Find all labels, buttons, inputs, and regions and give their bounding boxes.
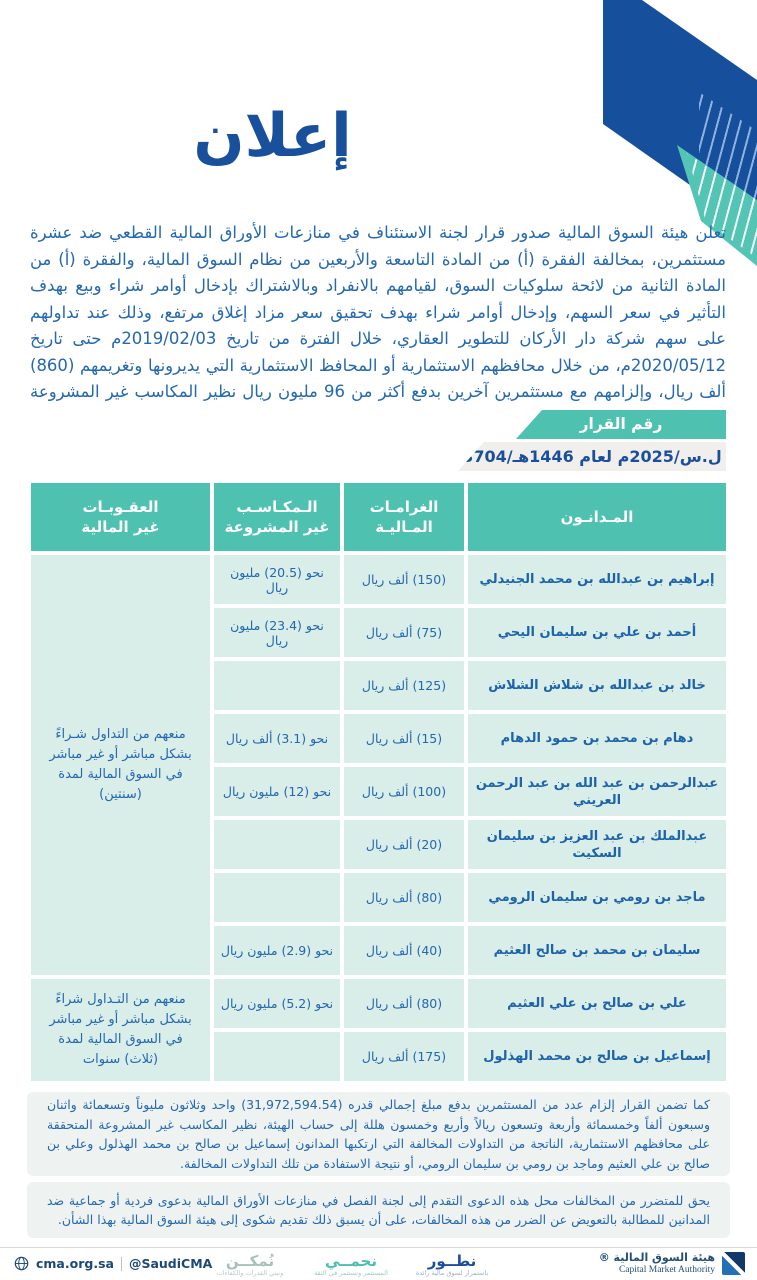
sanctions-table: المـدانـون الغرامـات المـاليـة الـمكـاسـ… — [31, 483, 726, 1081]
table-row-gain — [214, 820, 340, 869]
note-claims-right: يحق للمتضرر من المخالفات محل هذه الدعوى … — [27, 1182, 730, 1238]
table-row-name: عبدالملك بن عبد العزيز بن سليمان السكيت — [468, 820, 726, 869]
cma-logo-icon — [722, 1252, 745, 1275]
table-row-fine: (175) ألف ريال — [344, 1032, 464, 1081]
cma-name-english: Capital Market Authority — [618, 1265, 715, 1275]
table-row-gain — [214, 661, 340, 710]
table-row-name: علي بن صالح بن علي العثيم — [468, 979, 726, 1028]
table-row-fine: (125) ألف ريال — [344, 661, 464, 710]
table-row-fine: (15) ألف ريال — [344, 714, 464, 763]
cma-org-names: هيئة السوق المالية ® Capital Market Auth… — [599, 1251, 715, 1276]
table-row-name: سليمان بن محمد بن صالح العثيم — [468, 926, 726, 975]
globe-icon — [14, 1256, 29, 1271]
table-row-fine: (40) ألف ريال — [344, 926, 464, 975]
table-row-fine: (100) ألف ريال — [344, 767, 464, 816]
table-row-name: ماجد بن رومي بن سليمان الرومي — [468, 873, 726, 922]
table-row-gain — [214, 1032, 340, 1081]
table-row-gain: نحو (23.4) مليون ريال — [214, 608, 340, 657]
table-row-fine: (80) ألف ريال — [344, 979, 464, 1028]
footer-links: cma.org.sa @SaudiCMA — [14, 1256, 212, 1271]
page-title: إعلان — [193, 101, 352, 171]
table-row-name: خالد بن عبدالله بن شلاش الشلاش — [468, 661, 726, 710]
decision-number-label: رقم القرار — [516, 410, 726, 439]
table-row-gain: نحو (12) مليون ريال — [214, 767, 340, 816]
slogan-tamkeen: نُمكــن ونبني القدرات والكفاءات — [216, 1252, 284, 1277]
cma-logo-block: هيئة السوق المالية ® Capital Market Auth… — [599, 1251, 745, 1276]
table-row-fine: (80) ألف ريال — [344, 873, 464, 922]
column-header-names: المـدانـون — [468, 483, 726, 551]
footer-bar — [0, 1247, 757, 1280]
table-row-gain: نحو (20.5) مليون ريال — [214, 555, 340, 604]
announcement-body-text: تعلن هيئة السوق المالية صدور قرار لجنة ا… — [30, 223, 726, 428]
table-row-gain: نحو (2.9) مليون ريال — [214, 926, 340, 975]
column-header-illegal-gains: الـمكـاسـب غير المشروعة — [214, 483, 340, 551]
table-row-fine: (75) ألف ريال — [344, 608, 464, 657]
website-link[interactable]: cma.org.sa — [36, 1256, 114, 1271]
table-row-name: عبدالرحمن بن عبد الله بن عبد الرحمن العر… — [468, 767, 726, 816]
table-row-name: دهام بن محمد بن حمود الدهام — [468, 714, 726, 763]
table-row-fine: (150) ألف ريال — [344, 555, 464, 604]
footer-divider — [120, 1256, 122, 1271]
table-row-name: أحمد بن علي بن سليمان اليحي — [468, 608, 726, 657]
table-row-gain: نحو (3.1) ألف ريال — [214, 714, 340, 763]
table-row-name: إسماعيل بن صالح بن محمد الهذلول — [468, 1032, 726, 1081]
note-total-payment: كما تضمن القرار إلزام عدد من المستثمرين … — [27, 1092, 730, 1176]
cma-name-arabic: هيئة السوق المالية ® — [598, 1251, 715, 1264]
table-row-gain — [214, 873, 340, 922]
penalty-cell-three-years: منعهم من التـداول شراءً بشكل مباشر أو غي… — [31, 979, 210, 1081]
column-header-fines: الغرامـات المـاليـة — [344, 483, 464, 551]
penalty-cell-two-years: منعهم من التداول شـراءً بشكل مباشر أو غي… — [31, 555, 210, 975]
table-row-name: إبراهيم بن عبدالله بن محمد الجنيدلي — [468, 555, 726, 604]
decision-number-value: 3704/ل.س/2025م لعام 1446هـ — [458, 442, 726, 471]
table-row-gain: نحو (5.2) مليون ريال — [214, 979, 340, 1028]
slogan-natawar: نطــور باستمرار لسوق مالية رائدة — [415, 1252, 489, 1277]
twitter-handle-link[interactable]: @SaudiCMA — [128, 1256, 213, 1271]
slogan-nahmi: نحمــي المستثمر ونستثمر في الثقة — [314, 1252, 388, 1277]
table-row-fine: (20) ألف ريال — [344, 820, 464, 869]
column-header-penalties: العقـوبـات غير المالية — [31, 483, 210, 551]
